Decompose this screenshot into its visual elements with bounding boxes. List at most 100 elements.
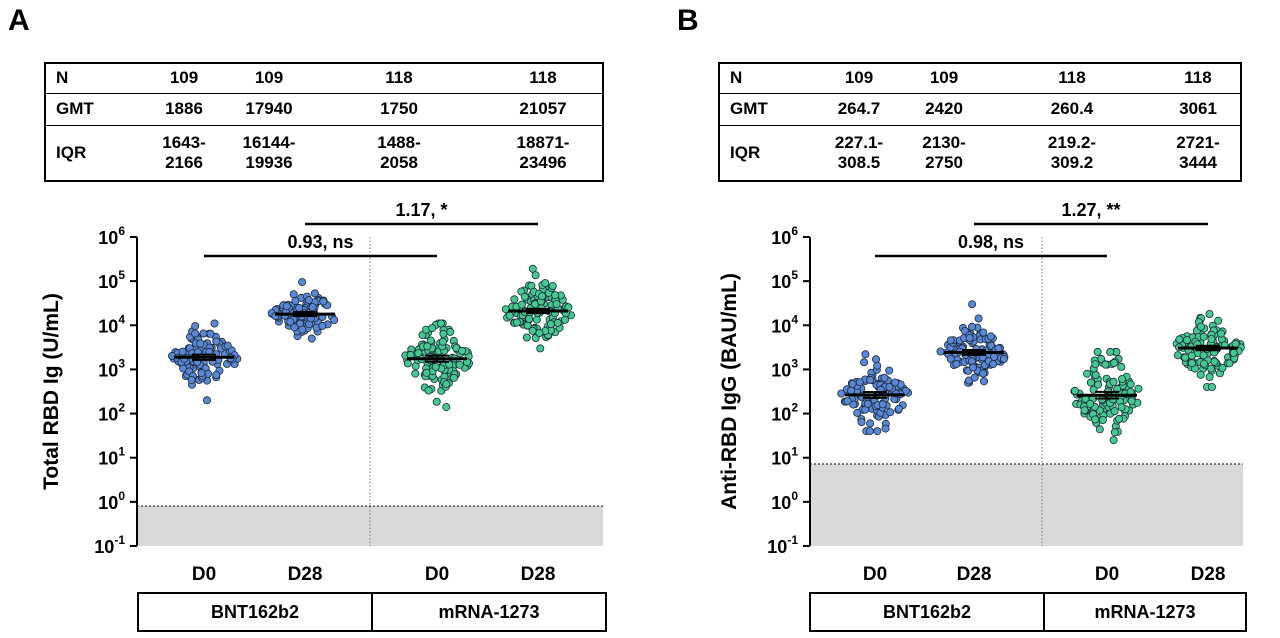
data-point xyxy=(307,334,316,343)
table-cell: 264.7 xyxy=(837,99,881,118)
table-row-gmt: GMT 1886 17940 1750 21057 xyxy=(45,93,603,125)
data-point xyxy=(1093,347,1102,356)
lod-region xyxy=(810,464,1243,546)
table-cell: 1750 xyxy=(380,99,418,118)
data-point xyxy=(286,317,295,326)
data-point xyxy=(860,358,869,367)
scatter-plot: 10-1 100 101 102 103 104 105 106 Anti-RBD IgG (B… xyxy=(718,200,1245,585)
data-point xyxy=(881,424,890,433)
data-point xyxy=(304,296,313,305)
data-point xyxy=(510,295,519,304)
data-point xyxy=(1199,332,1208,341)
data-point xyxy=(936,347,945,356)
data-point xyxy=(994,344,1003,353)
data-point xyxy=(522,333,531,342)
data-point xyxy=(423,342,432,351)
data-point xyxy=(202,396,211,405)
data-point xyxy=(1210,357,1219,366)
data-point xyxy=(520,292,529,301)
data-point xyxy=(1117,403,1126,412)
data-point xyxy=(546,320,555,329)
data-point xyxy=(439,329,448,338)
table-cell: 16144- 19936 xyxy=(242,132,296,172)
data-point xyxy=(1109,377,1118,386)
table-cell: 109 xyxy=(254,68,284,88)
y-tick-label: 106 xyxy=(98,224,125,248)
data-point xyxy=(1091,360,1100,369)
y-tick-label: 101 xyxy=(771,445,798,469)
data-point xyxy=(1091,370,1100,379)
table-cell: 1643- 2166 xyxy=(162,132,206,172)
data-point xyxy=(848,379,857,388)
data-point xyxy=(999,354,1008,363)
stats-table: N 109 109 118 118 GMT 1886 17940 1750 21… xyxy=(44,62,604,182)
data-point xyxy=(1229,348,1238,357)
table-cell: 2130- 2750 xyxy=(922,132,966,172)
data-point xyxy=(979,377,988,386)
data-point xyxy=(986,332,995,341)
data-point xyxy=(517,300,526,309)
row-label: IQR xyxy=(730,142,761,162)
data-point xyxy=(196,339,205,348)
table-cell: 2420 xyxy=(925,99,963,118)
vaccine-group-box: BNT162b2 mRNA-1273 xyxy=(137,592,607,632)
data-point xyxy=(223,341,232,350)
data-point xyxy=(308,303,317,312)
table-cell: 219.2- 309.2 xyxy=(1047,132,1097,172)
data-point xyxy=(1126,380,1135,389)
data-point xyxy=(455,360,464,369)
table-cell: 2721- 3444 xyxy=(1176,132,1220,172)
data-point xyxy=(432,397,441,406)
table-cell: 109 xyxy=(844,68,874,88)
data-point xyxy=(212,337,221,346)
data-point xyxy=(535,328,544,337)
y-axis-label: Total RBD Ig (U/mL) xyxy=(40,293,63,490)
data-point xyxy=(536,344,545,353)
y-tick-label: 10-1 xyxy=(94,533,125,557)
data-point xyxy=(532,315,541,324)
y-axis-label: Anti-RBD IgG (BAU/mL) xyxy=(718,273,741,510)
data-point xyxy=(411,369,420,378)
stats-table: N 109 109 118 118 GMT 264.7 2420 260.4 3… xyxy=(718,62,1242,182)
data-point xyxy=(210,319,219,328)
data-point xyxy=(424,386,433,395)
data-point xyxy=(865,427,874,436)
data-point xyxy=(1199,351,1208,360)
data-point xyxy=(967,322,976,331)
table-cell: 118 xyxy=(385,68,413,88)
data-point xyxy=(428,324,437,333)
group-label: mRNA-1273 xyxy=(371,594,605,630)
data-point xyxy=(970,373,979,382)
comparison-label: 1.27, ** xyxy=(1061,200,1120,220)
data-point xyxy=(1173,351,1182,360)
data-point xyxy=(878,400,887,409)
data-point xyxy=(525,314,534,323)
table-cell: 21057 xyxy=(519,99,567,118)
data-point xyxy=(212,370,221,379)
panel-b: B N 109 109 118 118 GMT 264.7 2420 260.4… xyxy=(640,0,1280,638)
row-label: GMT xyxy=(56,99,94,118)
data-point xyxy=(1205,309,1214,318)
data-point xyxy=(318,321,327,330)
data-point xyxy=(528,326,537,335)
data-point xyxy=(298,325,307,334)
data-point xyxy=(843,397,852,406)
panel-letter: B xyxy=(677,4,699,37)
data-point xyxy=(191,322,200,331)
y-tick-label: 105 xyxy=(98,268,125,292)
data-point xyxy=(873,361,882,370)
data-point xyxy=(1086,378,1095,387)
x-tick-label: D28 xyxy=(521,564,556,585)
lod-region xyxy=(137,506,603,546)
table-row-n: N 109 109 118 118 xyxy=(719,63,1241,93)
table-cell: 118 xyxy=(1058,68,1086,88)
data-point xyxy=(446,327,455,336)
data-point xyxy=(1080,406,1089,415)
data-point xyxy=(1086,399,1095,408)
panel-a: A N 109 109 118 118 GMT 1886 17940 1750 … xyxy=(8,6,607,632)
data-point xyxy=(187,375,196,384)
y-tick-label: 102 xyxy=(98,401,125,425)
data-point xyxy=(1196,322,1205,331)
data-point xyxy=(989,359,998,368)
table-cell: 109 xyxy=(929,68,959,88)
